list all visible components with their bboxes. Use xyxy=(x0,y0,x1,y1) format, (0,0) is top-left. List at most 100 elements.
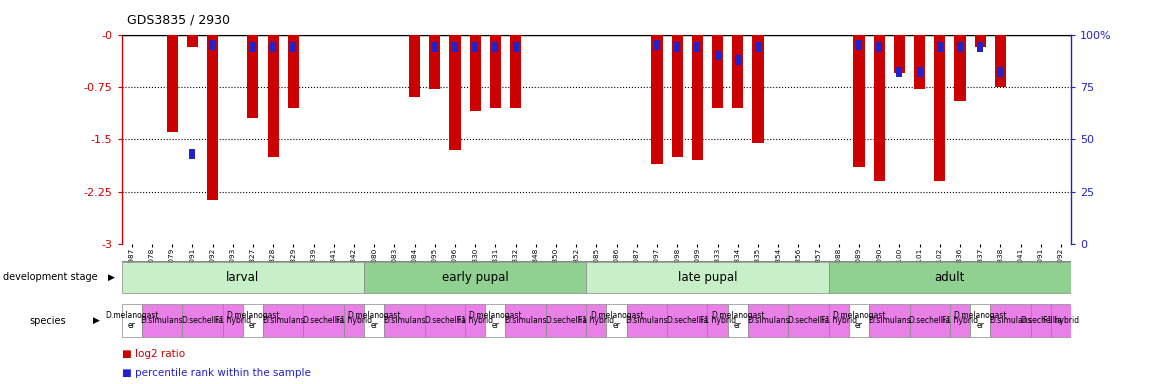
Bar xyxy=(492,42,498,52)
Text: D.simulans: D.simulans xyxy=(140,316,183,325)
Bar xyxy=(267,35,279,157)
Bar xyxy=(432,42,438,52)
FancyBboxPatch shape xyxy=(243,304,263,337)
FancyBboxPatch shape xyxy=(829,304,849,337)
Text: D.melanogast
er: D.melanogast er xyxy=(105,311,159,330)
Text: late pupal: late pupal xyxy=(677,271,738,284)
Text: GDS3835 / 2930: GDS3835 / 2930 xyxy=(127,14,230,27)
FancyBboxPatch shape xyxy=(829,262,1071,293)
Bar xyxy=(732,35,743,108)
FancyBboxPatch shape xyxy=(545,304,586,337)
Text: species: species xyxy=(29,316,66,326)
Text: D.simulans: D.simulans xyxy=(383,316,426,325)
Text: ▶: ▶ xyxy=(93,316,100,325)
Bar xyxy=(510,35,521,108)
Bar xyxy=(409,35,420,98)
Text: development stage: development stage xyxy=(3,272,98,283)
Text: D.sechellia: D.sechellia xyxy=(302,316,345,325)
Bar xyxy=(995,35,1006,87)
Text: early pupal: early pupal xyxy=(441,271,508,284)
Text: ■ percentile rank within the sample: ■ percentile rank within the sample xyxy=(122,368,310,378)
Text: F1 hybrid: F1 hybrid xyxy=(1043,316,1079,325)
FancyBboxPatch shape xyxy=(1031,304,1051,337)
FancyBboxPatch shape xyxy=(344,304,364,337)
FancyBboxPatch shape xyxy=(586,262,829,293)
Bar xyxy=(490,35,501,108)
FancyBboxPatch shape xyxy=(466,304,485,337)
Text: D.simulans: D.simulans xyxy=(262,316,305,325)
Text: D.melanogast
er: D.melanogast er xyxy=(589,311,644,330)
Text: F1 hybrid: F1 hybrid xyxy=(941,316,979,325)
Bar xyxy=(207,35,218,200)
FancyBboxPatch shape xyxy=(364,262,586,293)
Bar xyxy=(734,55,741,65)
Bar xyxy=(937,42,943,52)
Bar xyxy=(248,35,258,118)
Bar xyxy=(853,35,865,167)
Bar xyxy=(291,42,296,52)
Text: D.simulans: D.simulans xyxy=(625,316,668,325)
Text: ■ log2 ratio: ■ log2 ratio xyxy=(122,349,185,359)
Bar xyxy=(695,42,701,52)
Text: D.melanogast
er: D.melanogast er xyxy=(226,311,280,330)
Bar xyxy=(755,42,761,52)
Bar xyxy=(210,40,215,50)
Text: adult: adult xyxy=(935,271,965,284)
FancyBboxPatch shape xyxy=(303,304,344,337)
FancyBboxPatch shape xyxy=(849,304,870,337)
Bar xyxy=(896,67,902,77)
Text: D.sechellia: D.sechellia xyxy=(182,316,223,325)
FancyBboxPatch shape xyxy=(708,304,727,337)
Bar xyxy=(674,42,680,52)
Bar xyxy=(189,149,196,159)
Bar xyxy=(856,40,862,50)
Bar xyxy=(997,67,1004,77)
FancyBboxPatch shape xyxy=(607,304,626,337)
FancyBboxPatch shape xyxy=(505,304,545,337)
FancyBboxPatch shape xyxy=(384,304,425,337)
Text: F1 hybrid: F1 hybrid xyxy=(821,316,857,325)
FancyBboxPatch shape xyxy=(182,304,222,337)
Bar xyxy=(472,42,478,52)
Bar xyxy=(270,42,276,52)
FancyBboxPatch shape xyxy=(990,304,1031,337)
Bar xyxy=(714,51,720,60)
Text: D.melanogast
er: D.melanogast er xyxy=(833,311,886,330)
Bar xyxy=(914,35,925,89)
Bar xyxy=(954,35,966,101)
Bar xyxy=(712,35,723,108)
Text: D.melanogast
er: D.melanogast er xyxy=(469,311,522,330)
FancyBboxPatch shape xyxy=(667,304,708,337)
FancyBboxPatch shape xyxy=(748,304,789,337)
Text: D.sechellia: D.sechellia xyxy=(909,316,951,325)
FancyBboxPatch shape xyxy=(364,304,384,337)
Bar xyxy=(975,35,985,47)
Bar xyxy=(470,35,481,111)
FancyBboxPatch shape xyxy=(425,304,466,337)
Bar xyxy=(167,35,177,132)
Text: D.sechellia: D.sechellia xyxy=(666,316,709,325)
Bar xyxy=(250,42,256,52)
Text: D.simulans: D.simulans xyxy=(505,316,547,325)
FancyBboxPatch shape xyxy=(870,304,909,337)
FancyBboxPatch shape xyxy=(727,304,748,337)
Bar xyxy=(654,40,660,50)
FancyBboxPatch shape xyxy=(485,304,505,337)
Bar xyxy=(430,35,440,89)
Text: D.simulans: D.simulans xyxy=(868,316,910,325)
Bar xyxy=(877,42,882,52)
Text: D.simulans: D.simulans xyxy=(747,316,790,325)
Text: D.sechellia: D.sechellia xyxy=(545,316,587,325)
Bar xyxy=(449,35,461,150)
Bar xyxy=(513,42,519,52)
Bar xyxy=(672,35,683,157)
Text: F1 hybrid: F1 hybrid xyxy=(699,316,735,325)
FancyBboxPatch shape xyxy=(122,304,141,337)
Bar xyxy=(186,35,198,47)
Text: D.melanogast
er: D.melanogast er xyxy=(953,311,1007,330)
FancyBboxPatch shape xyxy=(122,262,364,293)
Text: F1 hybrid: F1 hybrid xyxy=(457,316,493,325)
FancyBboxPatch shape xyxy=(970,304,990,337)
Bar xyxy=(652,35,662,164)
Bar xyxy=(452,42,459,52)
